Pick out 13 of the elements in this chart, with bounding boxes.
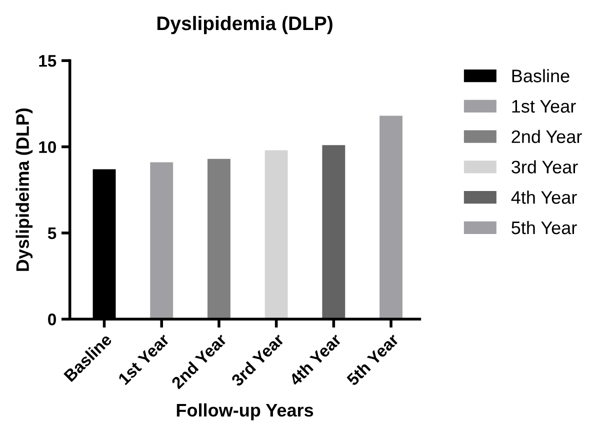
legend-label: 5th Year <box>512 220 577 234</box>
legend-label: 2nd Year <box>512 130 582 144</box>
y-tick-label: 0 <box>48 314 56 326</box>
legend-label: Basline <box>512 69 570 82</box>
y-tick-label: 10 <box>39 141 56 153</box>
x-axis-title: Follow-up Years <box>176 403 314 420</box>
legend-label: 3rd Year <box>512 160 578 174</box>
legend-label: 1st Year <box>512 100 576 113</box>
legend-label: 4th Year <box>511 190 577 204</box>
y-axis-title: Dyslipideima (DLP) <box>16 108 33 271</box>
y-tick-label: 15 <box>39 55 56 67</box>
chart-title: Dyslipidemia (DLP) <box>157 16 332 34</box>
y-tick-label: 5 <box>48 228 56 240</box>
